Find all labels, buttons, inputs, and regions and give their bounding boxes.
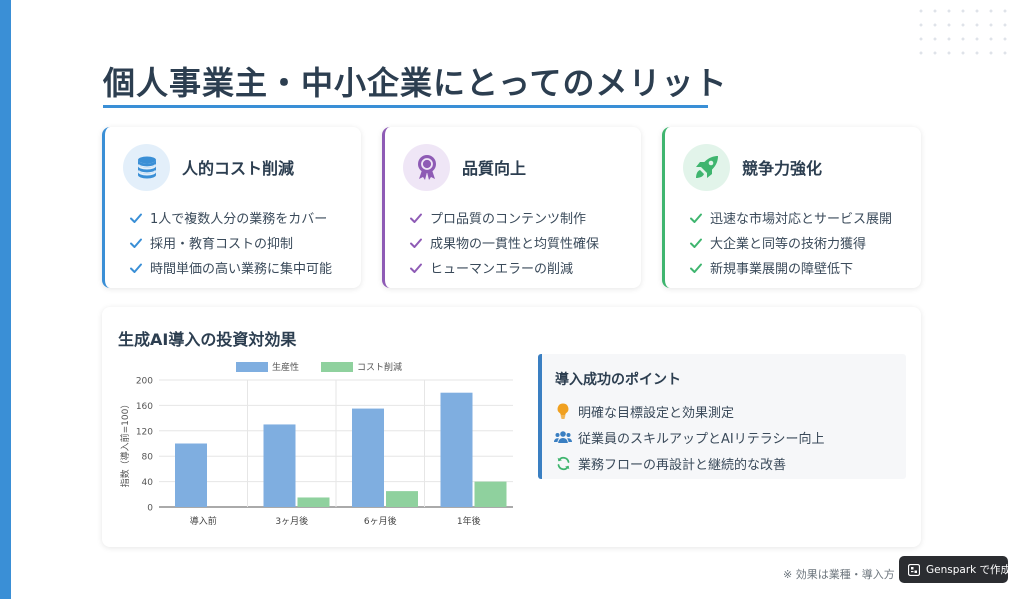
y-tick-label: 160 [136, 402, 153, 412]
left-accent-stripe [0, 0, 11, 599]
rocket-icon [683, 143, 730, 191]
legend-swatch [321, 362, 353, 372]
card-header: 人的コスト削減 [123, 143, 294, 191]
y-tick-label: 40 [142, 478, 154, 488]
database-coins-icon [123, 143, 170, 191]
card-title: 人的コスト削減 [182, 159, 295, 178]
roi-panel: 生成AI導入の投資対効果 0 40 80 120 160 200 指数（導入前=100） 導入… [102, 307, 921, 547]
check-icon [409, 261, 423, 275]
genspark-logo-icon [908, 563, 920, 576]
list-item: 1人で複数人分の業務をカバー [129, 205, 332, 230]
check-icon [129, 261, 143, 275]
check-icon [409, 211, 423, 225]
list-item-text: 新規事業展開の障壁低下 [710, 262, 854, 277]
points-title: 導入成功のポイント [555, 372, 681, 388]
list-item: 迅速な市場対応とサービス展開 [689, 205, 892, 230]
list-item: プロ品質のコンテンツ制作 [409, 205, 599, 230]
legend-label: 生産性 [272, 361, 299, 373]
award-medal-icon [403, 143, 450, 191]
list-item: 新規事業展開の障壁低下 [689, 255, 892, 280]
bar-生産性 [263, 424, 296, 507]
check-icon [409, 236, 423, 250]
x-tick-label: 1年後 [457, 515, 481, 527]
success-points-box: 導入成功のポイント 明確な目標設定と効果測定 従業員のスキルアップとAIリテラシ… [538, 354, 906, 479]
users-icon [554, 429, 572, 445]
y-tick-label: 80 [142, 453, 154, 463]
badge-label: Genspark で作成 [926, 564, 1012, 576]
benefit-card-competitiveness: 競争力強化 迅速な市場対応とサービス展開 大企業と同等の技術力獲得 新規事業展開… [662, 127, 921, 288]
card-title: 競争力強化 [742, 159, 823, 178]
list-item-text: 大企業と同等の技術力獲得 [710, 237, 867, 252]
sync-icon [554, 455, 572, 471]
legend-label: コスト削減 [357, 361, 402, 373]
page-title: 個人事業主・中小企業にとってのメリット [103, 64, 728, 102]
lightbulb-icon [554, 403, 572, 419]
bar-コスト削減 [474, 481, 507, 507]
point-item: 業務フローの再設計と継続的な改善 [554, 450, 824, 476]
list-item-text: ヒューマンエラーの削減 [430, 262, 574, 277]
check-icon [689, 236, 703, 250]
list-item-text: プロ品質のコンテンツ制作 [430, 212, 587, 227]
check-icon [129, 236, 143, 250]
point-text: 従業員のスキルアップとAIリテラシー向上 [578, 431, 825, 447]
check-icon [689, 261, 703, 275]
point-text: 業務フローの再設計と継続的な改善 [578, 457, 787, 473]
point-item: 従業員のスキルアップとAIリテラシー向上 [554, 424, 824, 450]
card-item-list: 1人で複数人分の業務をカバー 採用・教育コストの抑制 時間単価の高い業務に集中可… [129, 205, 332, 280]
list-item: 大企業と同等の技術力獲得 [689, 230, 892, 255]
x-tick-label: 6ヶ月後 [364, 515, 397, 527]
point-text: 明確な目標設定と効果測定 [578, 405, 735, 421]
benefit-card-cost: 人的コスト削減 1人で複数人分の業務をカバー 採用・教育コストの抑制 時間単価の… [102, 127, 361, 288]
card-header: 品質向上 [403, 143, 526, 191]
legend-swatch [236, 362, 268, 372]
list-item: 採用・教育コストの抑制 [129, 230, 332, 255]
list-item: ヒューマンエラーの削減 [409, 255, 599, 280]
bar-生産性 [352, 408, 384, 507]
bar-コスト削減 [386, 491, 418, 507]
list-item-text: 採用・教育コストの抑制 [150, 237, 294, 252]
benefit-card-quality: 品質向上 プロ品質のコンテンツ制作 成果物の一貫性と均質性確保 ヒューマンエラー… [382, 127, 641, 288]
list-item-text: 迅速な市場対応とサービス展開 [710, 212, 893, 227]
x-tick-label: 導入前 [190, 515, 217, 527]
footnote: ※ 効果は業種・導入方 [783, 568, 895, 581]
x-tick-label: 3ヶ月後 [275, 515, 308, 527]
bar-コスト削減 [297, 497, 330, 507]
list-item-text: 時間単価の高い業務に集中可能 [150, 262, 333, 277]
list-item: 時間単価の高い業務に集中可能 [129, 255, 332, 280]
list-item: 成果物の一貫性と均質性確保 [409, 230, 599, 255]
roi-bar-chart: 0 40 80 120 160 200 指数（導入前=100） 導入前 3ヶ月後 6ヶ月後 1年後 生… [119, 361, 513, 527]
card-header: 競争力強化 [683, 143, 822, 191]
roi-title: 生成AI導入の投資対効果 [118, 330, 297, 349]
bar-生産性 [175, 443, 207, 507]
y-tick-label: 200 [136, 377, 153, 387]
list-item-text: 1人で複数人分の業務をカバー [150, 212, 328, 227]
y-tick-label: 120 [136, 427, 153, 437]
genspark-badge[interactable]: Genspark で作成 [899, 556, 1012, 583]
points-list: 明確な目標設定と効果測定 従業員のスキルアップとAIリテラシー向上 業務フローの… [554, 398, 824, 476]
point-item: 明確な目標設定と効果測定 [554, 398, 824, 424]
check-icon [689, 211, 703, 225]
y-axis-label: 指数（導入前=100） [119, 400, 131, 488]
list-item-text: 成果物の一貫性と均質性確保 [430, 237, 600, 252]
card-item-list: 迅速な市場対応とサービス展開 大企業と同等の技術力獲得 新規事業展開の障壁低下 [689, 205, 892, 280]
card-title: 品質向上 [462, 159, 527, 178]
check-icon [129, 211, 143, 225]
title-underline [103, 105, 708, 108]
card-item-list: プロ品質のコンテンツ制作 成果物の一貫性と均質性確保 ヒューマンエラーの削減 [409, 205, 599, 280]
y-tick-label: 0 [147, 504, 153, 514]
bar-生産性 [440, 392, 473, 507]
dot-pattern-decoration [914, 4, 1010, 60]
